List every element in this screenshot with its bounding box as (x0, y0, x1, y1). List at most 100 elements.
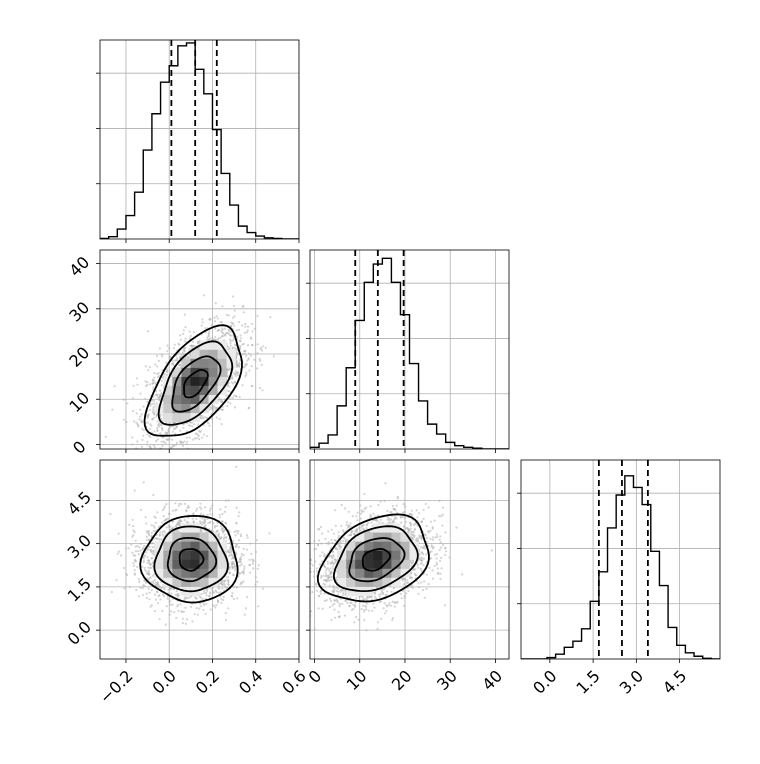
sample-point (251, 365, 253, 367)
sample-point (156, 427, 158, 429)
sample-point (241, 553, 243, 555)
sample-point (261, 364, 263, 366)
sample-point (186, 618, 188, 620)
sample-point (155, 456, 157, 458)
histogram-panel-p0 (96, 40, 299, 243)
sample-point (178, 344, 180, 346)
sample-point (189, 331, 191, 333)
sample-point (246, 360, 248, 362)
sample-point (163, 515, 165, 517)
sample-point (186, 507, 188, 509)
sample-point (249, 572, 251, 574)
sample-point (180, 503, 182, 505)
sample-point (154, 594, 156, 596)
sample-point (165, 362, 167, 364)
sample-point (186, 521, 188, 523)
sample-point (141, 566, 143, 568)
sample-point (134, 569, 136, 571)
sample-point (139, 416, 141, 418)
sample-point (172, 431, 174, 433)
sample-point (231, 558, 233, 560)
sample-point (249, 559, 251, 561)
sample-point (219, 418, 221, 420)
sample-point (147, 330, 149, 332)
sample-point (220, 602, 222, 604)
sample-point (215, 591, 217, 593)
sample-point (228, 499, 230, 501)
sample-point (154, 446, 156, 448)
sample-point (158, 398, 160, 400)
sample-point (179, 603, 181, 605)
sample-point (247, 326, 249, 328)
sample-point (230, 331, 232, 333)
sample-point (145, 516, 147, 518)
sample-point (252, 567, 254, 569)
sample-point (232, 346, 234, 348)
sample-point (198, 608, 200, 610)
sample-point (146, 539, 148, 541)
sample-point (195, 510, 197, 512)
sample-point (172, 527, 174, 529)
sample-point (147, 556, 149, 558)
sample-point (142, 547, 144, 549)
sample-point (208, 330, 210, 332)
sample-point (244, 375, 246, 377)
sample-point (160, 395, 162, 397)
sample-point (201, 318, 203, 320)
sample-point (157, 438, 159, 440)
density-cell (163, 413, 172, 422)
sample-point (126, 402, 128, 404)
sample-point (138, 553, 140, 555)
sample-point (176, 442, 178, 444)
sample-point (200, 417, 202, 419)
sample-point (261, 389, 263, 391)
sample-point (250, 553, 252, 555)
sample-point (248, 369, 250, 371)
sample-point (111, 409, 113, 411)
sample-point (231, 378, 233, 380)
sample-point (161, 429, 163, 431)
sample-point (173, 444, 175, 446)
sample-point (178, 610, 180, 612)
sample-point (133, 554, 135, 556)
sample-point (224, 586, 226, 588)
sample-point (153, 516, 155, 518)
sample-point (202, 417, 204, 419)
sample-point (132, 525, 134, 527)
sample-point (234, 567, 236, 569)
sample-point (242, 306, 244, 308)
sample-point (156, 355, 158, 357)
sample-point (245, 607, 247, 609)
sample-point (204, 518, 206, 520)
sample-point (214, 327, 216, 329)
sample-point (229, 402, 231, 404)
sample-point (133, 565, 135, 567)
sample-point (191, 620, 193, 622)
sample-point (244, 353, 246, 355)
sample-point (203, 590, 205, 592)
sample-point (138, 546, 140, 548)
sample-point (201, 518, 203, 520)
sample-point (233, 305, 235, 307)
sample-point (228, 329, 230, 331)
sample-point (247, 537, 249, 539)
sample-point (138, 595, 140, 597)
sample-point (217, 592, 219, 594)
sample-point (219, 508, 221, 510)
sample-point (249, 564, 251, 566)
sample-point (199, 506, 201, 508)
sample-point (236, 597, 238, 599)
sample-point (150, 549, 152, 551)
sample-point (193, 423, 195, 425)
sample-point (123, 399, 125, 401)
sample-point (158, 360, 160, 362)
sample-point (224, 511, 226, 513)
sample-point (146, 572, 148, 574)
sample-point (161, 441, 163, 443)
sample-point (136, 377, 138, 379)
sample-point (194, 437, 196, 439)
sample-point (162, 450, 164, 452)
sample-point (140, 419, 142, 421)
sample-point (233, 372, 235, 374)
